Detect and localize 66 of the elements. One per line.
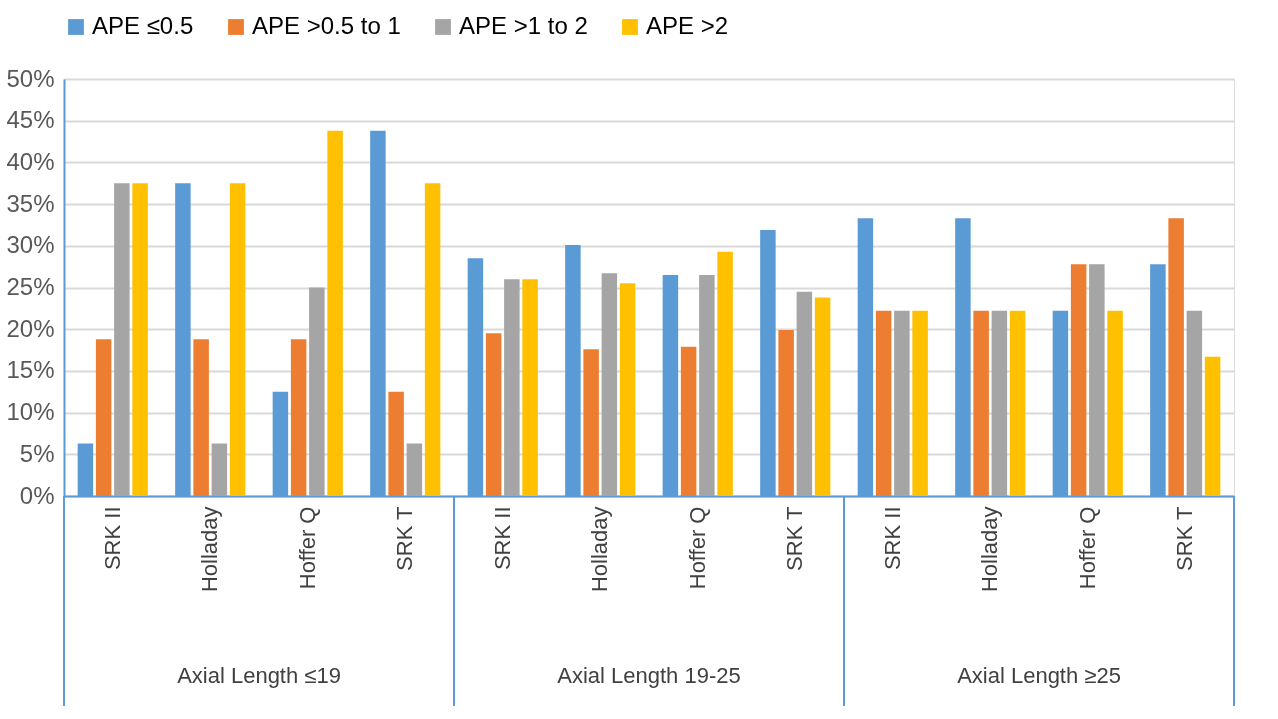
x-tick-label: SRK II bbox=[99, 506, 125, 571]
bar bbox=[327, 130, 343, 496]
bar bbox=[680, 346, 697, 496]
bar bbox=[388, 391, 404, 496]
bar bbox=[1186, 310, 1203, 496]
bar bbox=[132, 183, 148, 496]
bar bbox=[973, 310, 989, 496]
legend-label: APE >2 bbox=[646, 12, 729, 39]
y-tick-label: 0% bbox=[19, 481, 55, 509]
y-tick-label: 25% bbox=[6, 273, 55, 300]
bar bbox=[1089, 264, 1105, 496]
x-tick-label: Hoffer Q bbox=[1074, 506, 1100, 590]
legend-label: APE ≤0.5 bbox=[92, 12, 194, 39]
bar bbox=[1070, 264, 1087, 496]
bar bbox=[717, 251, 733, 496]
y-tick-label: 10% bbox=[6, 398, 55, 426]
bar bbox=[114, 183, 130, 496]
bar bbox=[912, 310, 928, 496]
y-tick-label: 30% bbox=[6, 231, 55, 259]
bar bbox=[699, 274, 715, 496]
y-tick-label: 35% bbox=[6, 189, 55, 217]
bar bbox=[229, 183, 246, 496]
bar bbox=[1168, 218, 1184, 496]
y-tick-label: 5% bbox=[19, 439, 55, 467]
bar bbox=[290, 339, 307, 496]
bar bbox=[875, 310, 892, 496]
x-tick-label: Hoffer Q bbox=[684, 506, 710, 590]
text: Axial Length 19-25 bbox=[557, 663, 741, 688]
bar bbox=[619, 283, 636, 496]
text: Axial Length ≥25 bbox=[957, 663, 1121, 688]
bar bbox=[193, 339, 209, 496]
y-tick-label: 50% bbox=[6, 64, 55, 92]
bar bbox=[814, 297, 831, 496]
x-tick-label: SRK II bbox=[489, 506, 515, 571]
bar bbox=[309, 287, 325, 496]
legend-label: APE >0.5 to 1 bbox=[252, 12, 401, 39]
x-tick-label: Holladay bbox=[977, 506, 1003, 593]
x-tick-label: SRK T bbox=[782, 506, 808, 571]
bar bbox=[1009, 310, 1026, 496]
x-tick-label: Holladay bbox=[197, 506, 223, 593]
bar bbox=[95, 339, 112, 496]
bar bbox=[796, 291, 813, 496]
bar bbox=[522, 279, 538, 496]
bar bbox=[991, 310, 1008, 496]
y-tick-label: 20% bbox=[6, 314, 55, 342]
bar bbox=[583, 349, 599, 496]
text: Axial Length ≤19 bbox=[177, 663, 341, 688]
x-tick-label: SRK II bbox=[879, 506, 905, 571]
bar bbox=[504, 279, 520, 496]
x-tick-label: Hoffer Q bbox=[294, 506, 320, 590]
bar bbox=[778, 330, 794, 496]
y-tick-label: 15% bbox=[6, 356, 55, 384]
bar bbox=[406, 443, 423, 496]
y-tick-label: 40% bbox=[6, 147, 55, 175]
legend-label: APE >1 to 2 bbox=[459, 12, 588, 39]
bar bbox=[1107, 310, 1123, 496]
bar bbox=[1204, 356, 1221, 496]
x-tick-label: SRK T bbox=[1172, 506, 1198, 571]
y-tick-label: 45% bbox=[6, 106, 55, 134]
x-tick-label: SRK T bbox=[392, 506, 418, 571]
bar bbox=[894, 310, 910, 496]
x-tick-label: Holladay bbox=[587, 506, 613, 593]
bar bbox=[601, 273, 618, 496]
bar bbox=[485, 333, 502, 496]
bar bbox=[424, 183, 441, 496]
bar bbox=[211, 443, 228, 496]
